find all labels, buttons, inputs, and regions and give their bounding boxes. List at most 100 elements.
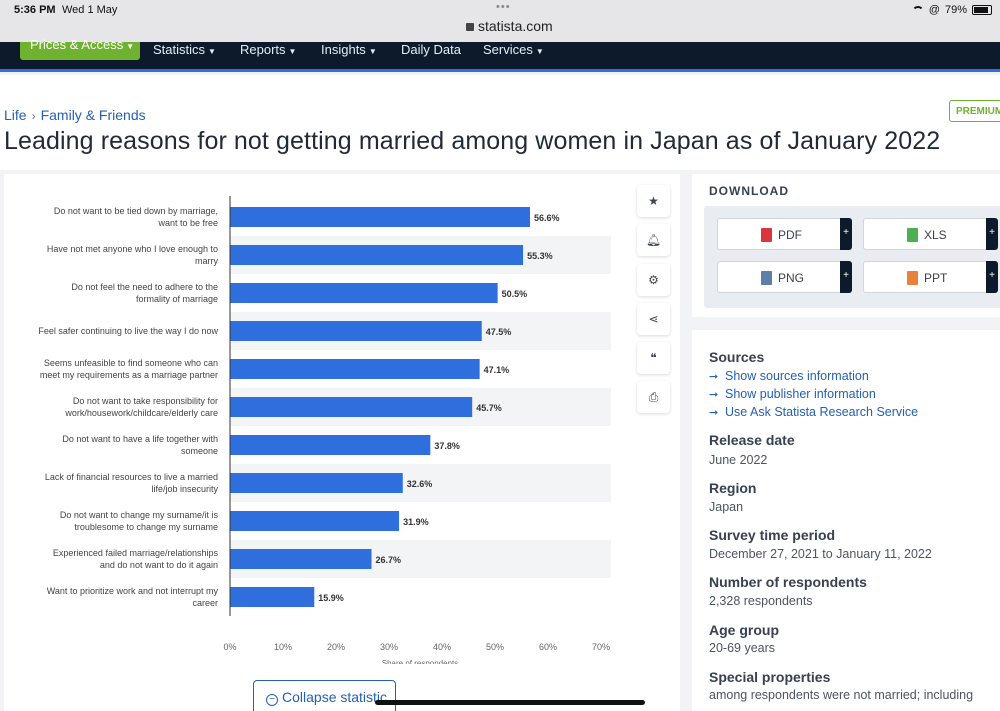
x-tick-label: 20% [327,642,345,652]
chevron-down-icon: ▼ [288,47,297,56]
data-label: 37.8% [434,441,460,451]
bar [230,245,524,265]
data-label: 47.1% [484,365,510,375]
region-value: Japan [709,500,744,514]
data-label: 31.9% [403,517,429,527]
download-png-button[interactable]: PNG + [717,261,852,293]
data-label: 55.3% [527,251,553,261]
x-tick-label: 60% [539,642,557,652]
favorite-button[interactable]: ★ [637,185,670,217]
ppt-plus-button[interactable]: + [986,261,998,293]
download-pdf-button[interactable]: PDF + [717,218,852,250]
chevron-down-icon: ▼ [368,47,377,56]
category-label: work/housework/childcare/elderly care [64,408,218,418]
pdf-file-icon [761,228,772,242]
nav-statistics[interactable]: Statistics ▼ [153,42,216,60]
sources-heading: Sources [709,349,765,365]
show-sources-link[interactable]: ➞ Show sources information [709,369,869,383]
download-ppt-label: PPT [924,271,948,285]
settings-button[interactable]: ⚙ [637,264,670,296]
category-label: Do not want to be tied down by marriage, [54,206,218,216]
bar [230,207,530,227]
release-date-value: June 2022 [709,453,768,467]
category-label: Want to prioritize work and not interrup… [47,586,219,596]
download-title: DOWNLOAD [709,184,789,198]
respondents-value: 2,328 respondents [709,594,813,608]
age-group-heading: Age group [709,622,779,638]
ask-statista-link[interactable]: ➞ Use Ask Statista Research Service [709,405,918,419]
download-buttons: PDF + XLS + PNG + PPT + [704,206,1000,308]
survey-period-value: December 27, 2021 to January 11, 2022 [709,547,932,561]
bar [230,473,403,493]
data-label: 15.9% [318,593,344,603]
x-axis-label: Share of respondents [382,659,459,664]
status-date: Wed 1 May [62,4,118,16]
breadcrumb-family-friends[interactable]: Family & Friends [40,107,146,123]
download-panel: DOWNLOAD PDF + XLS + PNG + PPT + [692,174,1000,317]
chart-card: 56.6% Do not want to be tied down by marr… [4,174,680,711]
chevron-right-icon: › [31,109,36,123]
star-icon: ★ [648,194,659,208]
category-label: Do not feel the need to adhere to the [71,282,218,292]
gear-icon: ⚙ [648,273,659,287]
bar [230,359,480,379]
x-tick-label: 40% [433,642,451,652]
respondents-heading: Number of respondents [709,574,867,590]
bar [230,511,400,531]
download-xls-label: XLS [924,228,947,242]
minus-circle-icon: − [266,694,278,706]
category-label: Do not want to change my surname/it is [60,510,219,520]
chevron-down-icon: ▼ [126,42,135,51]
print-button[interactable]: ⎙ [637,381,670,413]
x-tick-label: 10% [274,642,292,652]
show-publisher-link[interactable]: ➞ Show publisher information [709,387,876,401]
data-label: 47.5% [486,327,512,337]
status-time: 5:36 PM [14,4,56,16]
address-bar[interactable]: statista.com [466,18,553,34]
header-area [0,75,1000,170]
nav-label: Daily Data [401,42,461,57]
category-label: marry [195,256,218,266]
link-label: Use Ask Statista Research Service [725,405,919,419]
data-label: 45.7% [476,403,502,413]
download-pdf-label: PDF [778,228,802,242]
link-label: Show sources information [725,369,869,383]
cite-button[interactable]: ❝ [637,342,670,374]
arrow-right-icon: ➞ [709,389,719,401]
bell-icon: 🔔︎ [645,233,662,247]
arrow-right-icon: ➞ [709,407,719,419]
category-label: Experienced failed marriage/relationship… [53,548,219,558]
nav-label: Services [483,42,533,57]
bar-chart: 56.6% Do not want to be tied down by marr… [38,196,611,664]
battery-icon [972,5,992,15]
category-label: and do not want to do it again [100,560,218,570]
x-tick-label: 0% [223,642,236,652]
nav-insights[interactable]: Insights ▼ [321,42,377,60]
share-button[interactable]: ⋖ [637,303,670,335]
x-tick-label: 70% [592,642,610,652]
nav-prices-access[interactable]: Prices & Access ▼ [20,38,140,60]
category-label: Lack of financial resources to live a ma… [45,472,218,482]
bar [230,587,315,607]
nav-reports[interactable]: Reports ▼ [240,42,296,60]
pdf-plus-button[interactable]: + [840,218,852,250]
nav-label: Statistics [153,42,206,57]
multitask-dots-icon[interactable]: ••• [496,1,511,13]
data-label: 50.5% [502,289,528,299]
data-label: 56.6% [534,213,560,223]
home-indicator[interactable] [375,700,645,705]
collapse-statistic-button[interactable]: − Collapse statistic [253,680,396,711]
png-plus-button[interactable]: + [840,261,852,293]
breadcrumb-life[interactable]: Life [4,107,27,123]
xls-plus-button[interactable]: + [986,218,998,250]
nav-services[interactable]: Services ▼ [483,42,544,60]
download-xls-button[interactable]: XLS + [863,218,998,250]
chevron-down-icon: ▼ [208,47,216,56]
bar [230,321,482,341]
nav-daily-data[interactable]: Daily Data [401,42,461,60]
download-ppt-button[interactable]: PPT + [863,261,998,293]
png-file-icon [761,271,772,285]
notification-button[interactable]: 🔔︎ [637,224,670,256]
data-label: 32.6% [407,479,433,489]
info-panel: Sources ➞ Show sources information ➞ Show … [692,330,1000,711]
